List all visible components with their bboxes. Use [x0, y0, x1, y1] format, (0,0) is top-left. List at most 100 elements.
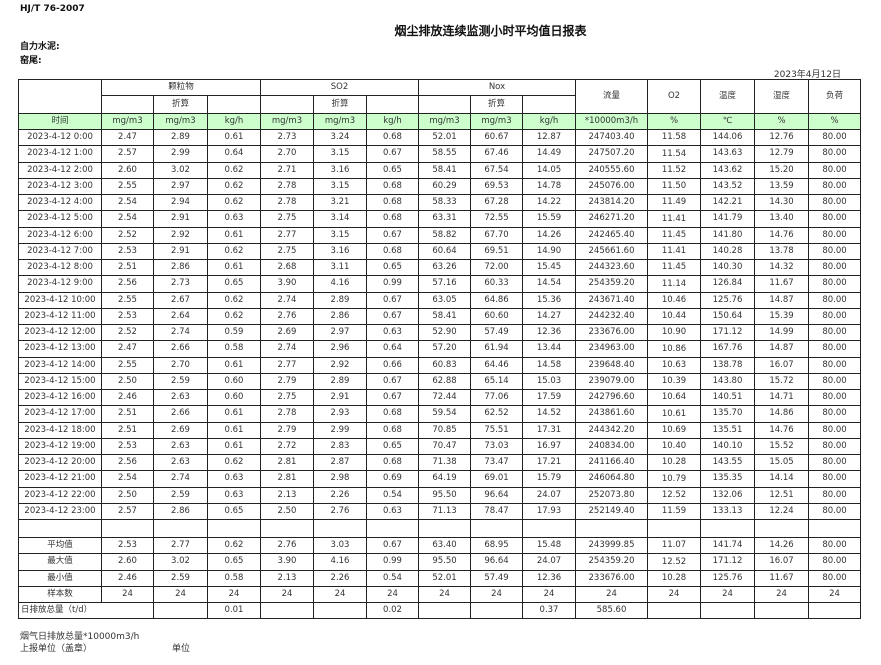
table-row: 2023-4-12 8:00 2.51 2.86 0.61 2.68 3.11 0.65 63… [18, 258, 861, 277]
table-cell: 243999.85 [575, 536, 648, 555]
table-cell: 80.00 [808, 291, 861, 309]
table-cell: 0.62 [207, 291, 261, 309]
table-cell: 10.86 [647, 340, 701, 358]
table-cell: 2.50 [260, 502, 314, 521]
table-cell: 14.49 [522, 145, 576, 163]
table-cell: 0.69 [366, 470, 419, 488]
row-label: 2023-4-12 14:00 [18, 356, 102, 374]
daily-total-cell: 0.01 [207, 601, 261, 620]
table-cell: 24 [207, 585, 261, 604]
table-cell: 67.46 [470, 145, 523, 163]
table-cell: 2.89 [153, 128, 208, 147]
table-cell: 4.16 [313, 275, 367, 293]
table-cell: 3.03 [313, 536, 367, 555]
table-cell: 2.69 [153, 421, 208, 439]
table-cell: 65.14 [470, 372, 523, 391]
table-cell: 243814.20 [575, 193, 648, 212]
table-cell: 0.62 [207, 536, 261, 555]
table-cell: 12.87 [522, 128, 576, 147]
table-row: 2023-4-12 12:00 2.52 2.74 0.59 2.69 2.97 0.63 5… [18, 323, 861, 342]
table-cell: 67.54 [470, 161, 523, 179]
table-row: 2023-4-12 10:00 2.55 2.67 0.62 2.74 2.89 0.67 6… [18, 291, 861, 309]
table-cell: 0.68 [366, 453, 419, 472]
table-cell: 2.26 [313, 486, 367, 504]
table-cell: 80.00 [808, 486, 861, 504]
table-cell: 2.99 [313, 421, 367, 439]
table-cell: 58.41 [418, 161, 471, 179]
table-cell: 2.72 [260, 437, 314, 456]
table-cell: 2.63 [153, 437, 208, 456]
row-label: 2023-4-12 7:00 [18, 242, 102, 261]
table-cell: 0.58 [207, 340, 261, 358]
daily-total-cell: 0.37 [522, 601, 576, 620]
table-cell: 0.61 [207, 421, 261, 439]
table-row: 2023-4-12 6:00 2.52 2.92 0.61 2.77 3.15 0.67 58… [18, 226, 861, 244]
table-cell: 2.59 [153, 486, 208, 504]
table-cell: 233676.00 [575, 323, 648, 342]
table-cell: 0.99 [366, 275, 419, 293]
table-cell: 15.52 [754, 437, 809, 456]
table-cell: 150.64 [700, 307, 755, 326]
table-cell: 80.00 [808, 307, 861, 326]
table-cell: 96.64 [470, 486, 523, 504]
daily-total-row: 日排放总量（t/d） 0.01 0.02 0.37 585.60 [18, 601, 861, 620]
table-cell: 64.86 [470, 291, 523, 309]
table-cell: 2.75 [260, 388, 314, 407]
table-cell: 142.21 [700, 193, 755, 212]
table-cell: 12.36 [522, 323, 576, 342]
table-cell: 2.53 [101, 307, 154, 326]
table-cell: 0.67 [366, 307, 419, 326]
table-row: 2023-4-12 11:00 2.53 2.64 0.62 2.76 2.86 0.67 5… [18, 307, 861, 326]
table-cell: 3.16 [313, 161, 367, 179]
table-cell: 75.51 [470, 421, 523, 439]
table-cell: 2.53 [101, 437, 154, 456]
unit-cell: % [754, 113, 809, 130]
header-particulate: 颗粒物 [101, 79, 261, 96]
table-cell: 0.65 [366, 161, 419, 179]
table-cell: 14.05 [522, 161, 576, 179]
table-cell: 2.46 [101, 569, 154, 587]
table-cell: 234963.00 [575, 340, 648, 358]
table-cell: 247507.20 [575, 145, 648, 163]
table-cell: 2.66 [153, 340, 208, 358]
table-cell: 0.65 [207, 553, 261, 571]
table-cell: 14.76 [754, 226, 809, 244]
table-cell: 0.62 [207, 177, 261, 196]
table-cell: 2.75 [260, 242, 314, 261]
table-cell: 12.51 [754, 486, 809, 504]
table-cell: 10.39 [647, 372, 701, 391]
table-cell: 0.68 [366, 242, 419, 261]
table-cell: 14.90 [522, 242, 576, 261]
table-row: 2023-4-12 3:00 2.55 2.97 0.62 2.78 3.15 0.68 60… [18, 177, 861, 196]
table-cell: 60.33 [470, 275, 523, 293]
table-cell: 10.46 [647, 291, 701, 309]
daily-total-cell [700, 601, 755, 620]
table-row: 2023-4-12 14:00 2.55 2.70 0.61 2.77 2.92 0.66 6… [18, 356, 861, 374]
table-cell: 63.40 [418, 536, 471, 555]
table-cell: 2.51 [101, 421, 154, 439]
table-cell: 2.78 [260, 177, 314, 196]
table-cell: 0.61 [207, 128, 261, 147]
header-so2: SO2 [260, 79, 419, 96]
table-cell: 2.75 [260, 210, 314, 228]
daily-total-label: 日排放总量（t/d） [18, 601, 154, 620]
table-cell: 80.00 [808, 405, 861, 423]
table-cell: 11.45 [647, 258, 701, 277]
table-cell: 2.57 [101, 502, 154, 521]
table-cell: 10.69 [647, 421, 701, 439]
table-cell: 14.99 [754, 323, 809, 342]
unit-cell: mg/m3 [313, 113, 367, 130]
unit-cell: kg/h [207, 113, 261, 130]
table-cell: 2.71 [260, 161, 314, 179]
table-cell: 2.54 [101, 210, 154, 228]
table-cell: 2.77 [260, 356, 314, 374]
table-row: 2023-4-12 21:00 2.54 2.74 0.63 2.81 2.98 0.69 6… [18, 470, 861, 488]
table-cell: 58.55 [418, 145, 471, 163]
table-cell: 80.00 [808, 161, 861, 179]
table-cell: 63.05 [418, 291, 471, 309]
table-cell: 62.52 [470, 405, 523, 423]
table-row: 2023-4-12 1:00 2.57 2.99 0.64 2.70 3.15 0.67 58… [18, 145, 861, 163]
table-cell: 254359.20 [575, 275, 648, 293]
table-cell: 24.07 [522, 486, 576, 504]
table-cell: 0.67 [366, 388, 419, 407]
